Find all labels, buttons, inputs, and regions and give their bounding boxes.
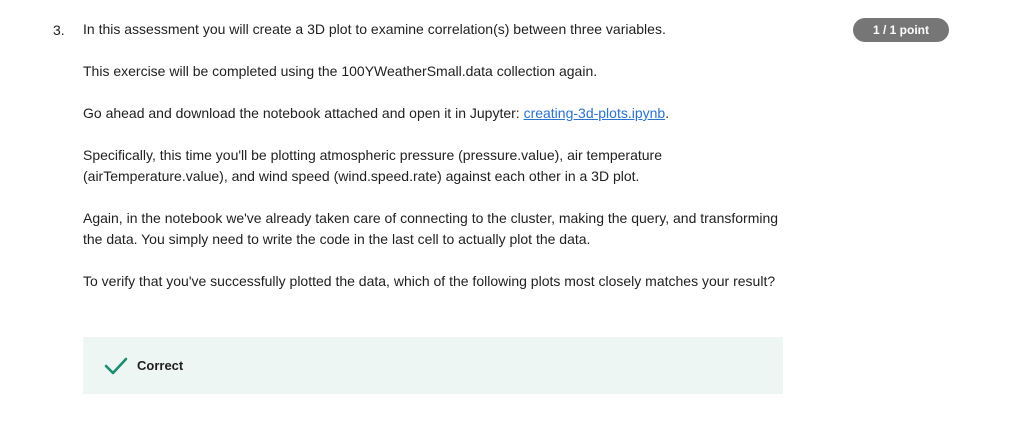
question-prompt: In this assessment you will create a 3D … — [83, 20, 783, 313]
prompt-paragraph-1: In this assessment you will create a 3D … — [83, 21, 666, 37]
prompt-paragraph-2: This exercise will be completed using th… — [83, 63, 598, 79]
prompt-paragraph-6: To verify that you've successfully plott… — [83, 273, 776, 289]
prompt-paragraph-4: Specifically, this time you'll be plotti… — [83, 147, 662, 184]
notebook-download-link[interactable]: creating-3d-plots.ipynb — [523, 105, 666, 121]
question-number: 3. — [53, 22, 65, 38]
prompt-paragraph-3-prefix: Go ahead and download the notebook attac… — [83, 105, 524, 121]
prompt-paragraph-3: Go ahead and download the notebook attac… — [83, 103, 783, 124]
feedback-banner: Correct — [83, 337, 783, 394]
checkmark-icon — [104, 354, 128, 378]
score-badge: 1 / 1 point — [853, 18, 949, 42]
feedback-label: Correct — [137, 358, 184, 373]
prompt-paragraph-5: Again, in the notebook we've already tak… — [83, 210, 779, 247]
prompt-paragraph-3-suffix: . — [665, 105, 670, 121]
